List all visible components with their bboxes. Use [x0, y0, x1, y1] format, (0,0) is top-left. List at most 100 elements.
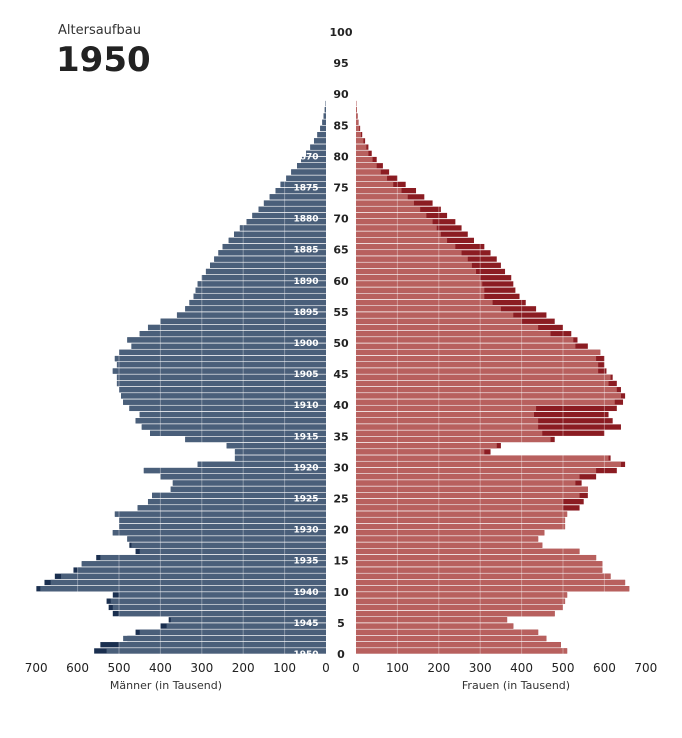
- men-bar-age-64: [218, 250, 326, 256]
- x-axis-tick-labels: 700 700 600 600 500 500 400 400 300 300 200 200 100 1…: [25, 661, 658, 675]
- age-tick-75: 75: [333, 182, 348, 195]
- men-bar-age-44: [116, 374, 327, 380]
- men-bar-age-71: [258, 206, 326, 212]
- men-bar-age-14: [81, 561, 327, 567]
- men-bar-age-57: [193, 293, 326, 300]
- women-bar-age-28: [356, 474, 580, 480]
- men-bar-age-76: [286, 175, 326, 181]
- women-bar-age-4: [356, 623, 514, 629]
- women-bar-age-37: [356, 418, 539, 424]
- men-bar-age-19: [112, 530, 326, 536]
- men-bar-age-3: [139, 629, 326, 635]
- men-bar-age-63: [214, 256, 326, 262]
- men-bar-age-80: [306, 150, 326, 156]
- women-bar-age-12: [356, 573, 611, 579]
- men-bar-age-48: [119, 349, 326, 356]
- age-tick-15: 15: [333, 555, 348, 568]
- women-bar-age-36: [356, 424, 539, 430]
- men-bar-age-72: [263, 200, 326, 206]
- women-bar-age-82: [356, 138, 364, 144]
- women-bar-age-81: [356, 144, 367, 150]
- women-bar-age-71: [356, 206, 421, 212]
- women-bar-age-64: [356, 250, 462, 256]
- women-bar-age-77: [356, 169, 381, 175]
- men-bar-age-39: [129, 405, 326, 412]
- women-bar-age-78: [356, 163, 377, 169]
- men-bar-age-49: [131, 343, 326, 349]
- women-bar-age-63: [356, 256, 468, 262]
- women-bar-age-30: [356, 461, 621, 467]
- women-bar-age-86: [356, 113, 358, 119]
- men-bar-age-43: [116, 380, 327, 387]
- men-bar-age-22: [114, 511, 326, 517]
- women-bar-age-29: [356, 467, 597, 474]
- cohort-label-1930: 1930: [293, 526, 318, 536]
- women-bar-age-11: [356, 579, 626, 586]
- men-bar-age-15: [100, 554, 327, 561]
- women-bar-age-48: [356, 349, 601, 356]
- age-tick-70: 70: [333, 213, 349, 226]
- women-bar-age-9: [356, 592, 568, 598]
- men-bar-age-59: [197, 281, 326, 287]
- men-bar-age-29: [143, 467, 326, 474]
- women-bar-age-0: [356, 648, 568, 654]
- women-bar-age-3: [356, 629, 539, 635]
- men-bar-age-53: [160, 318, 326, 324]
- women-bar-age-43: [356, 380, 609, 387]
- men-bar-age-41: [121, 393, 326, 399]
- men-bar-age-16: [139, 548, 326, 555]
- women-x-tick-400: 400: [510, 661, 533, 675]
- age-tick-90: 90: [333, 88, 349, 101]
- men-bar-age-51: [139, 331, 326, 337]
- women-bar-age-17: [356, 542, 543, 548]
- cohort-label-1945: 1945: [293, 619, 318, 629]
- women-bar-age-65: [356, 243, 456, 250]
- women-bar-age-87: [356, 107, 357, 113]
- men-bar-age-1: [119, 642, 326, 648]
- men-bar-age-65: [222, 243, 326, 250]
- cohort-label-1950: 1950: [293, 650, 318, 660]
- women-bar-age-70: [356, 212, 427, 219]
- men-bar-age-2: [123, 635, 326, 642]
- cohort-label-1910: 1910: [293, 401, 318, 411]
- women-bar-age-22: [356, 511, 568, 517]
- age-axis-labels: 0 5 10 15 20 25 30 35 40 45 50 55 60 65 70 75 80 85 90 95 10…: [330, 26, 353, 661]
- men-bar-age-10: [40, 586, 327, 592]
- cohort-label-1870: 1870: [293, 152, 318, 162]
- women-x-tick-700: 700: [634, 661, 657, 675]
- women-bar-age-51: [356, 331, 551, 337]
- men-bar-age-78: [297, 163, 326, 169]
- men-bar-age-40: [123, 399, 326, 405]
- women-bar-age-10: [356, 586, 630, 592]
- women-bar-age-5: [356, 617, 508, 623]
- women-x-tick-600: 600: [593, 661, 616, 675]
- women-bar-age-44: [356, 374, 611, 380]
- age-tick-35: 35: [333, 430, 348, 443]
- men-bar-age-82: [313, 138, 326, 144]
- men-bar-age-68: [239, 225, 326, 231]
- age-tick-0: 0: [337, 648, 345, 661]
- women-bar-age-21: [356, 517, 566, 523]
- men-bar-age-26: [170, 486, 326, 492]
- age-tick-20: 20: [333, 524, 349, 537]
- women-x-tick-300: 300: [469, 661, 492, 675]
- age-tick-50: 50: [333, 337, 349, 350]
- women-bar-age-83: [356, 132, 361, 138]
- men-x-tick-700: 700: [25, 661, 48, 675]
- men-bar-age-9: [119, 592, 326, 598]
- men-bar-age-70: [252, 212, 326, 219]
- women-bar-age-45: [356, 368, 599, 374]
- women-bars: [356, 100, 630, 654]
- men-bar-age-67: [234, 231, 326, 237]
- cohort-label-1890: 1890: [293, 277, 318, 287]
- men-x-tick-600: 600: [66, 661, 89, 675]
- cohort-label-1905: 1905: [293, 370, 318, 380]
- women-bar-age-42: [356, 387, 617, 393]
- men-bar-age-61: [205, 268, 326, 275]
- women-bar-age-13: [356, 567, 603, 573]
- women-bar-age-32: [356, 449, 485, 455]
- women-bar-age-6: [356, 610, 555, 617]
- cohort-label-1875: 1875: [293, 184, 318, 194]
- men-bar-age-11: [50, 579, 326, 586]
- cohort-label-1925: 1925: [293, 495, 318, 505]
